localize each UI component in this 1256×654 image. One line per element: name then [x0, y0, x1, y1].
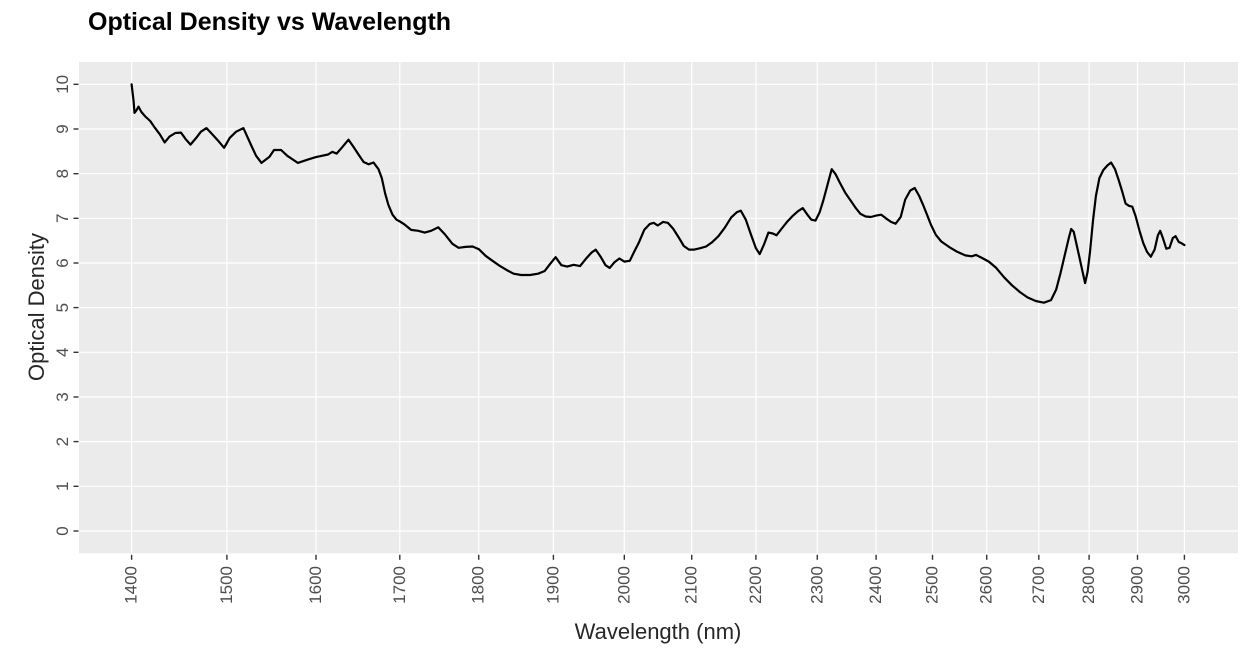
y-tick-label: 6	[53, 258, 72, 267]
x-tick-label: 2000	[614, 566, 633, 604]
x-tick-label: 2300	[807, 566, 826, 604]
data-line	[130, 83, 1186, 304]
y-tick-label: 3	[53, 392, 72, 401]
x-axis-title: Wavelength (nm)	[575, 619, 742, 644]
series-line	[130, 83, 1186, 304]
x-tick-label: 2600	[977, 566, 996, 604]
x-tick-label: 2800	[1079, 566, 1098, 604]
x-tick-label: 2500	[923, 566, 942, 604]
y-tick-label: 2	[53, 437, 72, 446]
chart-title: Optical Density vs Wavelength	[88, 8, 451, 36]
x-tick-label: 2400	[866, 566, 885, 604]
x-tick-label: 1800	[469, 566, 488, 604]
x-tick-label: 2100	[682, 566, 701, 604]
y-tick-label: 4	[53, 348, 72, 357]
x-tick-labels: 1400 1500 1600 1700 1800 1900 2000 2100 2200 2300…	[122, 566, 1194, 604]
y-tick-label: 1	[53, 482, 72, 491]
x-tick-label: 2700	[1029, 566, 1048, 604]
y-tick-label: 0	[53, 526, 72, 535]
y-tick-label: 9	[53, 124, 72, 133]
gridlines	[79, 62, 1238, 554]
x-tick-label: 2900	[1128, 566, 1147, 604]
y-tick-label: 10	[53, 75, 72, 94]
x-tick-label: 2200	[746, 566, 765, 604]
y-tick-labels: 0 1 2 3 4 5 6 7 8 9 10	[53, 75, 72, 536]
x-tick-label: 1600	[306, 566, 325, 604]
y-tick-label: 7	[53, 214, 72, 223]
x-tick-label: 1500	[217, 566, 236, 604]
x-tick-label: 1900	[543, 566, 562, 604]
x-tick-label: 1700	[390, 566, 409, 604]
x-tick-label: 1400	[122, 566, 141, 604]
x-tick-label: 3000	[1174, 566, 1193, 604]
y-tick-label: 5	[53, 303, 72, 312]
y-tick-label: 8	[53, 169, 72, 178]
axis-ticks	[73, 83, 1186, 560]
y-axis-title: Optical Density	[24, 233, 49, 381]
